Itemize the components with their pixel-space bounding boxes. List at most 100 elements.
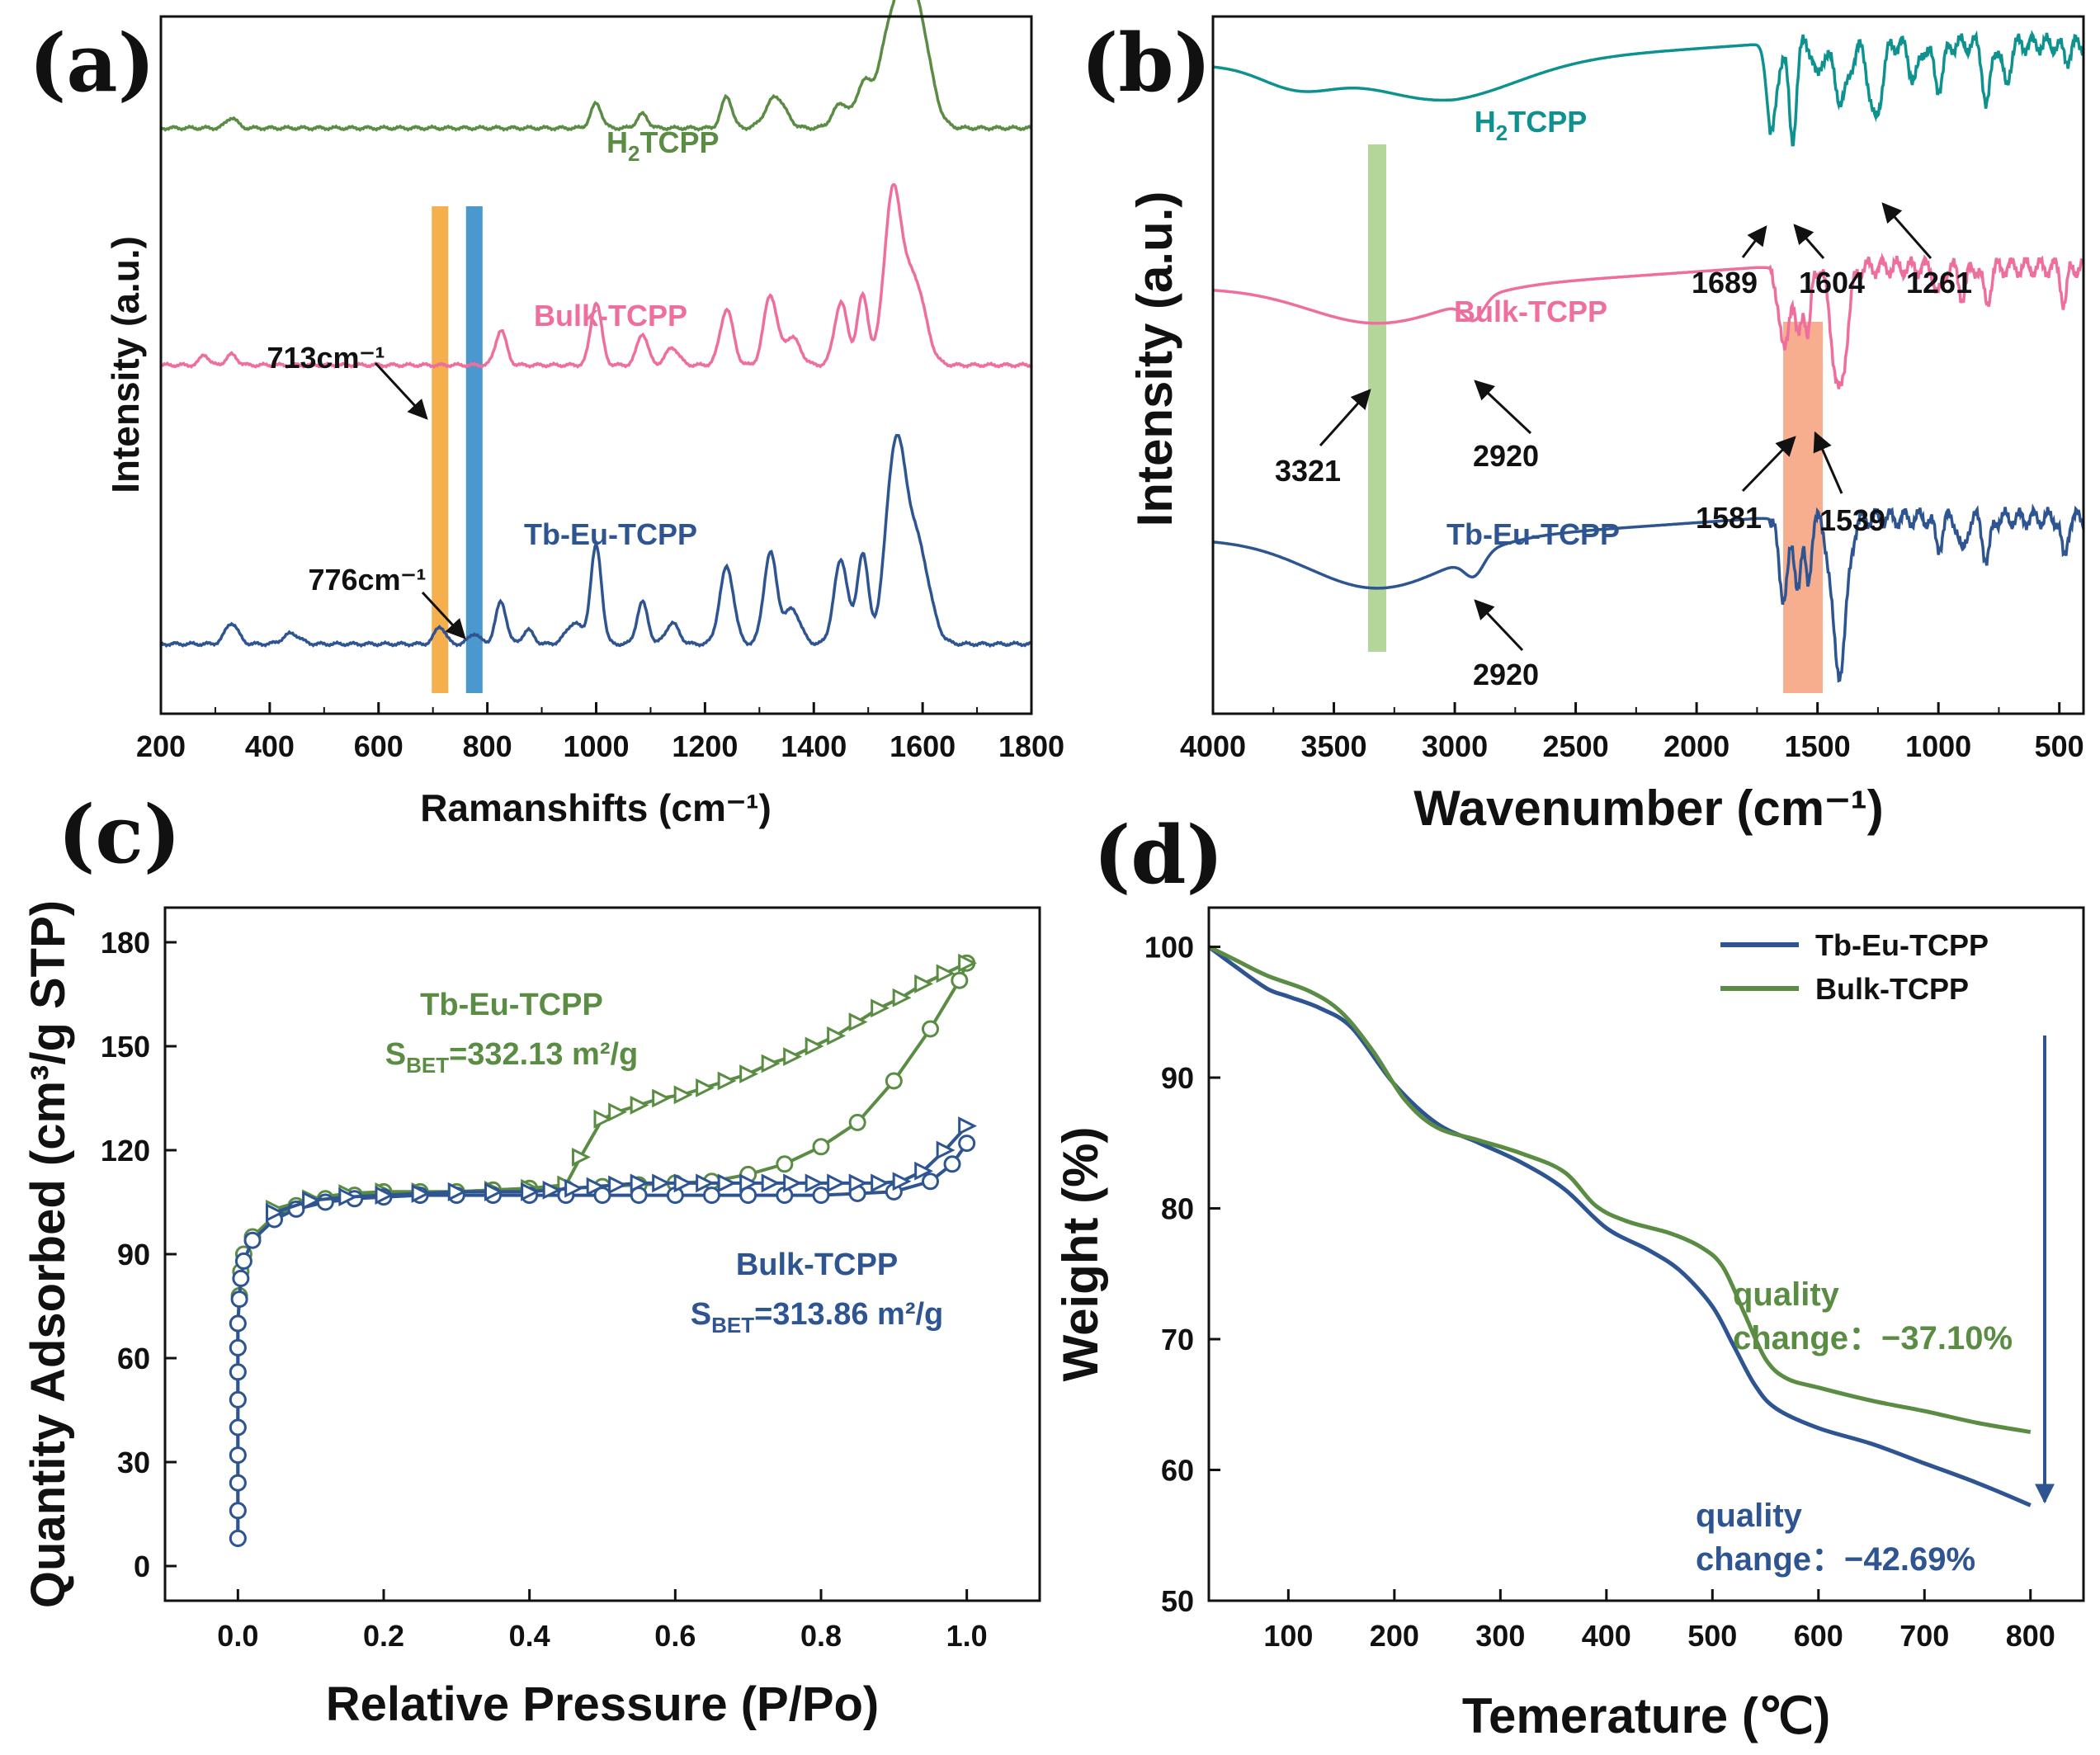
- label-bulk-tcpp-b: Bulk-TCPP: [1454, 295, 1607, 328]
- x-tick-label-1: 1.0: [946, 1619, 988, 1653]
- sbet-tb-eu-tcpp: SBET=332.13 m²/g: [385, 1037, 639, 1078]
- isotherms: [229, 953, 978, 1547]
- y-tick-label-50: 50: [1161, 1584, 1194, 1618]
- adsorption-point: [229, 1502, 247, 1520]
- desorption-point: [848, 1173, 868, 1193]
- desorption-point: [411, 1184, 431, 1203]
- plot-frame-d: [1207, 906, 2085, 1602]
- raman-bands: [432, 206, 483, 693]
- x-tick-label-0.2: 0.2: [363, 1619, 404, 1653]
- x-axis-title-d: Temerature (℃): [1462, 1688, 1830, 1743]
- desorption-point: [630, 1095, 649, 1115]
- desorption-point: [936, 964, 956, 984]
- desorption-point: [914, 974, 934, 993]
- desorption-point: [564, 1178, 584, 1198]
- axis-ticks-c: 0.0 0.2 0.4 0.6 0.8 1.0 0 30 60 90 120 150 180: [101, 926, 988, 1653]
- x-tick-label-0.6: 0.6: [654, 1619, 696, 1653]
- adsorption-point: [922, 1020, 939, 1038]
- label-tb-eu-tcpp-b: Tb-Eu-TCPP: [1446, 517, 1620, 551]
- label-h2tcpp-b: H2TCPP: [1475, 105, 1587, 145]
- x-axis-ticks-a: 200 400 600 800 1000 1200 1400 1600 1800: [136, 702, 1064, 763]
- panel-d-label: (d): [1093, 809, 1224, 902]
- desorption-point: [958, 953, 978, 973]
- plot-frame-b: [1211, 15, 2085, 715]
- y-axis-title-c: Quantity Adsorbed (cm³/g STP): [21, 900, 75, 1608]
- x-tick-label-4000: 4000: [1180, 729, 1246, 763]
- legend-d: Tb-Eu-TCPP Bulk-TCPP: [1720, 928, 1989, 1006]
- y-axis-title-b: Intensity (a.u.): [1127, 191, 1182, 527]
- panel-c: (c) 0.0 0.2 0.4 0.6 0.8 1.0 0 30 60 90 120 150 180 R…: [21, 788, 1041, 1731]
- y-tick-label-120: 120: [101, 1134, 150, 1168]
- annotation-quality-bulk-line1: quality: [1733, 1276, 1840, 1313]
- y-tick-label-60: 60: [117, 1342, 150, 1375]
- tga-curve-tb-eu-tcpp: [1207, 945, 2032, 1507]
- band-3321: [1367, 144, 1386, 652]
- label-tb-eu-tcpp-a: Tb-Eu-TCPP: [524, 517, 697, 551]
- desorption-point: [652, 1088, 672, 1108]
- adsorption-point: [848, 1113, 866, 1131]
- arrow-1539: [1813, 431, 1843, 494]
- x-tick-label-800: 800: [463, 729, 512, 763]
- x-axis-title-b: Wavenumber (cm⁻¹): [1413, 781, 1884, 836]
- adsorption-point: [232, 1269, 250, 1287]
- x-tick-label-800: 800: [2006, 1619, 2055, 1653]
- arrow-1581: [1741, 436, 1796, 493]
- desorption-point: [586, 1177, 606, 1196]
- x-tick-label-400: 400: [1582, 1619, 1631, 1653]
- y-tick-label-90: 90: [1161, 1061, 1194, 1095]
- desorption-point: [652, 1173, 672, 1193]
- y-tick-label-90: 90: [117, 1238, 150, 1271]
- spectrum-bulk-tcpp: [1212, 252, 2085, 389]
- adsorption-point: [943, 1155, 961, 1173]
- x-tick-label-1600: 1600: [890, 729, 956, 763]
- x-tick-label-200: 200: [136, 729, 186, 763]
- adsorption-point: [812, 1138, 830, 1156]
- annotation-1604: 1604: [1799, 266, 1865, 300]
- raman-spectra: [159, 0, 1033, 649]
- legend-label-tb-eu-tcpp: Tb-Eu-TCPP: [1815, 928, 1989, 962]
- label-tb-eu-tcpp-c: Tb-Eu-TCPP: [420, 988, 603, 1022]
- desorption-point: [871, 1173, 890, 1193]
- desorption-line-bulk-tcpp: [273, 1125, 969, 1215]
- adsorption-point: [229, 1474, 247, 1492]
- legend-label-bulk-tcpp: Bulk-TCPP: [1815, 972, 1969, 1006]
- annotation-3321: 3321: [1275, 454, 1341, 488]
- desorption-point: [630, 1173, 649, 1193]
- desorption-point: [892, 988, 912, 1007]
- x-tick-label-3000: 3000: [1422, 729, 1488, 763]
- x-axis-ticks-b: 4000 3500 3000 2500 2000 1500 1000 500: [1180, 702, 2084, 763]
- desorption-point: [783, 1047, 803, 1067]
- panel-a: (a) 200 400 600 800 1000 1200 1400 1600 1800 Ram…: [29, 0, 1064, 829]
- x-tick-label-2500: 2500: [1543, 729, 1609, 763]
- x-tick-label-1500: 1500: [1785, 729, 1851, 763]
- x-tick-label-100: 100: [1263, 1619, 1313, 1653]
- desorption-point: [827, 1026, 847, 1045]
- adsorption-point: [229, 1314, 247, 1333]
- label-h2tcpp-a: H2TCPP: [606, 125, 719, 166]
- adsorption-point: [922, 1172, 939, 1191]
- annotation-2920-tbeu: 2920: [1473, 658, 1539, 691]
- adsorption-point: [229, 1529, 247, 1547]
- adsorption-point: [229, 1418, 247, 1437]
- annotation-quality-bulk-line2: change：−37.10%: [1733, 1320, 2013, 1356]
- spectrum-bulk-tcpp: [160, 183, 1032, 370]
- desorption-point: [958, 1116, 978, 1136]
- annotation-1581: 1581: [1696, 501, 1762, 535]
- desorption-point: [805, 1173, 824, 1193]
- desorption-point: [266, 1203, 285, 1223]
- x-tick-label-1800: 1800: [998, 729, 1064, 763]
- desorption-point: [608, 1175, 628, 1195]
- adsorption-point: [234, 1252, 252, 1270]
- desorption-point: [717, 1173, 737, 1193]
- desorption-point: [542, 1180, 562, 1200]
- y-tick-label-150: 150: [101, 1030, 150, 1064]
- x-tick-label-0.4: 0.4: [509, 1619, 550, 1653]
- x-tick-label-0: 0.0: [217, 1619, 258, 1653]
- desorption-point: [608, 1102, 628, 1122]
- x-tick-label-400: 400: [245, 729, 295, 763]
- annotation-713: 713cm⁻¹: [267, 341, 385, 375]
- desorption-point: [761, 1173, 781, 1193]
- y-axis-title-a: Intensity (a.u.): [104, 236, 147, 493]
- x-tick-label-1200: 1200: [672, 729, 738, 763]
